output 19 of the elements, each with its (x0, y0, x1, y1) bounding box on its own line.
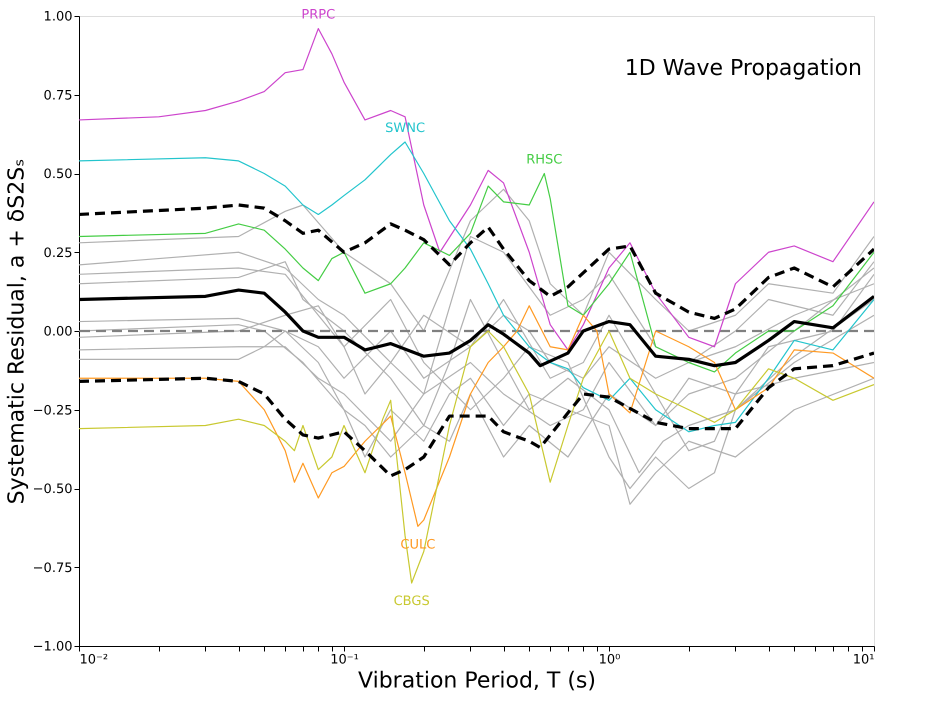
y-tick-label: −0.50 (32, 482, 72, 497)
y-tick-label: −0.75 (32, 560, 72, 576)
series-label: RHSC (526, 152, 562, 168)
y-tick-label: 0.00 (44, 324, 72, 340)
y-tick-label: 1.00 (44, 10, 72, 24)
y-tick-label: −0.25 (32, 403, 72, 418)
y-tick-label: 0.50 (44, 167, 72, 182)
series-label: PRPC (301, 8, 336, 23)
x-axis-title: Vibration Period, T (s) (358, 668, 596, 694)
x-tick-label: 10⁻¹ (330, 652, 359, 668)
x-tick-label: 10⁻² (80, 652, 108, 668)
y-axis-title: Systematic Residual, a + δS2Sₛ (4, 158, 30, 504)
y-tick-label: −1.00 (32, 640, 72, 654)
x-tick-label: 10¹ (852, 652, 874, 668)
y-tick-label: 0.25 (44, 246, 72, 261)
y-tick-label: 0.75 (44, 88, 72, 104)
x-tick-label: 10⁰ (598, 652, 620, 668)
annotation: 1D Wave Propagation (624, 56, 862, 81)
series-label: CBGS (394, 594, 430, 609)
